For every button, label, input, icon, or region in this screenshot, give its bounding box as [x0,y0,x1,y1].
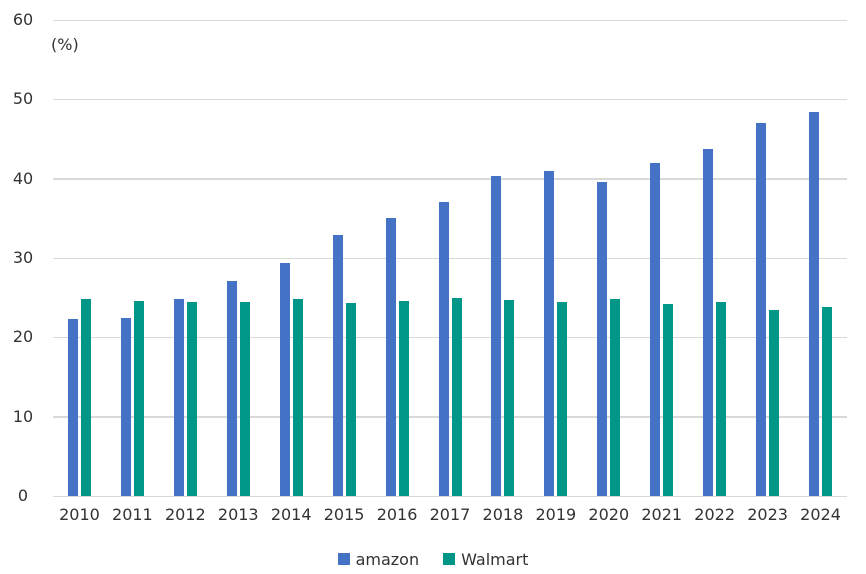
x-axis-label-2019: 2019 [535,505,577,524]
x-axis-label-2014: 2014 [270,505,312,524]
bar-amazon-2012 [173,299,184,496]
bar-amazon-2010 [67,319,78,496]
bar-amazon-2017 [438,201,449,496]
y-axis-tick-label-0: 0 [17,486,29,505]
bar-amazon-2013 [226,281,237,496]
x-axis-label-2022: 2022 [694,505,735,524]
gridline-60 [53,19,847,21]
gridline-40 [53,178,847,180]
x-axis-label-2017: 2017 [429,505,471,524]
bar-amazon-2024 [809,112,820,496]
bar-walmart-2023 [769,310,780,496]
bar-walmart-2013 [239,302,250,496]
bar-walmart-2011 [133,300,144,496]
legend-swatch-walmart-icon [443,553,456,565]
bar-walmart-2012 [186,302,197,496]
x-axis-label-2023: 2023 [747,505,788,524]
x-axis-label-2020: 2020 [588,505,630,524]
bar-walmart-2024 [822,307,833,496]
x-axis-label-2015: 2015 [323,505,365,524]
x-axis-label-2012: 2012 [164,505,206,524]
bar-walmart-2020 [610,299,621,496]
gridline-30 [53,257,847,259]
gridline-0 [53,495,847,497]
x-axis-label-2016: 2016 [376,505,418,524]
bar-walmart-2017 [451,297,462,496]
x-axis-label-2018: 2018 [482,505,524,524]
y-axis-tick-label-40: 40 [12,168,34,188]
bar-amazon-2016 [385,217,396,496]
bar-amazon-2023 [756,123,767,496]
x-axis-label-2010: 2010 [59,505,100,524]
bar-amazon-2018 [491,176,502,496]
x-axis-label-2013: 2013 [217,505,259,524]
y-axis-tick-label-10: 10 [12,406,34,426]
y-axis-tick-label-60: 60 [12,10,34,29]
legend-label-walmart: Walmart [461,549,529,569]
legend-item-walmart: Walmart [443,550,528,569]
bar-amazon-2022 [703,148,714,496]
bar-walmart-2015 [345,303,356,496]
y-axis-tick-label-30: 30 [12,248,34,267]
legend: amazon Walmart [0,547,866,571]
bar-walmart-2019 [557,301,568,496]
y-axis-unit-label: (%) [51,35,79,54]
x-axis-label-2021: 2021 [641,505,683,524]
bar-walmart-2021 [663,304,674,496]
gridline-20 [53,336,847,339]
gridline-50 [53,98,847,101]
bar-amazon-2011 [120,318,131,496]
bar-walmart-2010 [80,299,91,496]
gridline-10 [53,416,847,418]
y-axis-tick-label-20: 20 [12,327,34,347]
x-axis-label-2024: 2024 [800,505,841,524]
bar-amazon-2020 [597,181,608,496]
x-axis-label-2011: 2011 [112,505,153,524]
y-axis-tick-label-50: 50 [12,89,34,109]
bar-amazon-2021 [650,162,661,496]
bar-walmart-2018 [504,300,515,496]
bar-walmart-2022 [716,302,727,496]
legend-swatch-amazon-icon [337,553,350,565]
legend-item-amazon: amazon [337,549,420,569]
legend-label-amazon: amazon [355,549,420,569]
bar-walmart-2014 [292,299,303,496]
bar-amazon-2014 [279,262,290,496]
bar-amazon-2019 [544,170,555,496]
bar-amazon-2015 [332,234,343,496]
bar-walmart-2016 [398,300,409,496]
